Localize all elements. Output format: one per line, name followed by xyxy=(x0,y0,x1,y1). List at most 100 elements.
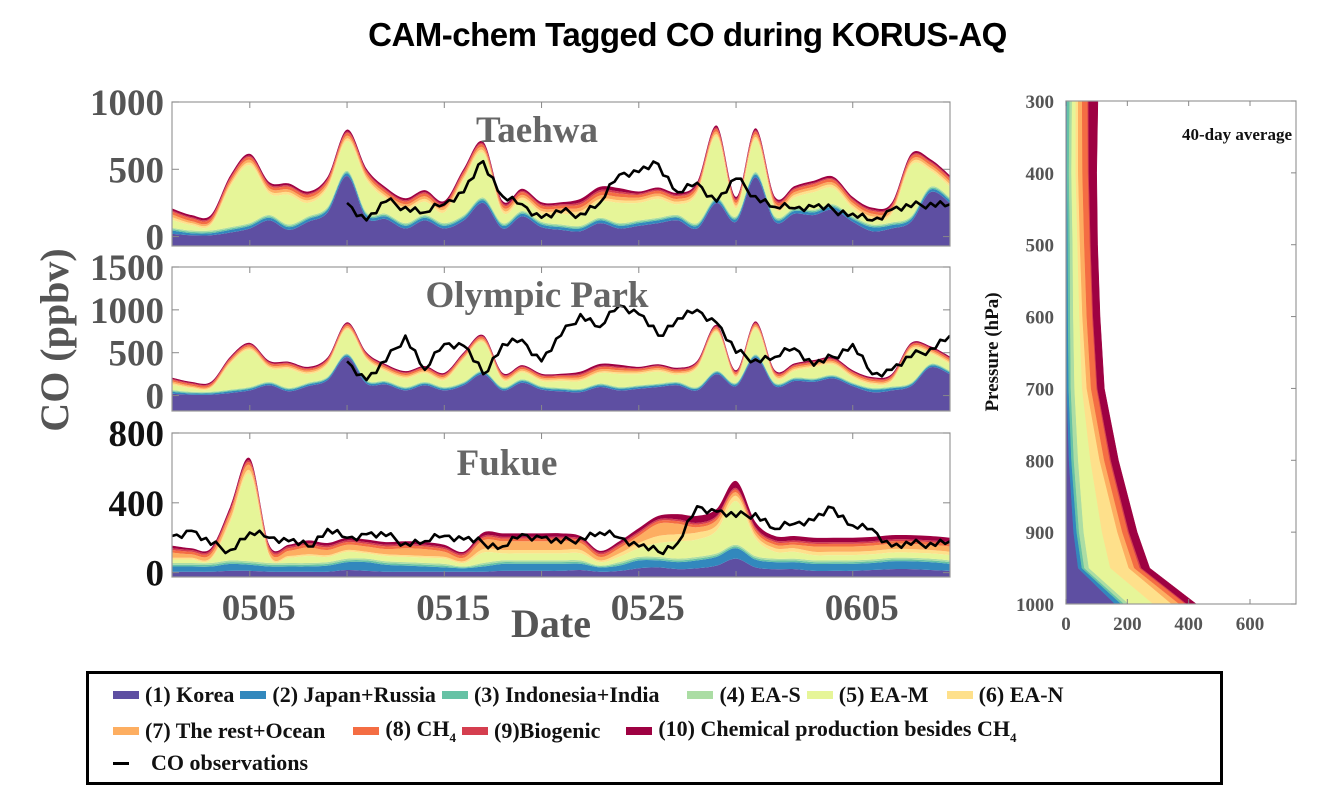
legend-row-2: (7) The rest+Ocean (8) CH4 (9)Biogenic (10)… xyxy=(113,716,1022,746)
legend-row-3: CO observations xyxy=(113,750,314,776)
stacked-areas xyxy=(172,125,950,246)
co-tick-label: 400 xyxy=(1174,614,1203,635)
taehwa-panel: 0 500 1000 Taehwa xyxy=(90,83,951,259)
area--10-chemical-production-besides-ch4 xyxy=(172,457,950,554)
y-tick-label: 400 xyxy=(109,484,165,525)
profile-axes-frame xyxy=(1065,100,1297,605)
co-tick-label: 0 xyxy=(1061,614,1071,635)
legend-label: CO observations xyxy=(151,750,309,775)
legend-item-4[interactable]: (4) EA-S xyxy=(687,682,801,708)
pressure-tick-label: 500 xyxy=(1026,236,1055,257)
legend-label: (7) The rest+Ocean xyxy=(145,718,326,743)
legend-item-2[interactable]: (2) Japan+Russia xyxy=(240,682,436,708)
legend-label: (4) EA-S xyxy=(719,682,801,707)
legend-item-9[interactable]: (9)Biogenic xyxy=(462,718,600,744)
legend-item-1[interactable]: (1) Korea xyxy=(113,682,234,708)
legend-label: (2) Japan+Russia xyxy=(272,682,436,707)
legend-label: (8) CH4 xyxy=(385,716,457,745)
station-title: Olympic Park xyxy=(425,275,648,316)
legend-label: (1) Korea xyxy=(145,682,235,707)
axes-frame xyxy=(171,432,951,578)
axes-frame xyxy=(171,101,951,247)
pressure-tick-label: 1000 xyxy=(1016,595,1054,616)
y-tick-label: 500 xyxy=(109,334,165,375)
area--1-korea xyxy=(172,175,950,246)
legend-label: (9)Biogenic xyxy=(494,718,601,743)
station-title: Fukue xyxy=(457,443,558,484)
legend-swatch xyxy=(113,691,139,699)
legend-swatch xyxy=(687,691,714,699)
y-tick-label: 0 xyxy=(146,554,165,595)
area--1-korea xyxy=(172,558,950,577)
area--1-korea xyxy=(172,356,950,411)
y-tick-label: 1500 xyxy=(90,248,164,289)
legend-swatch xyxy=(353,727,380,735)
pressure-tick-label: 600 xyxy=(1026,308,1055,329)
legend-label: (10) Chemical production besides CH4 xyxy=(658,716,1017,745)
legend-item-8[interactable]: (8) CH4 xyxy=(353,716,456,746)
station-title: Taehwa xyxy=(476,110,598,151)
area--2-japan-russia xyxy=(172,548,950,572)
area--2-japan-russia xyxy=(172,355,950,395)
y-tick-label: 0 xyxy=(146,218,165,259)
y-axis-label: CO (ppbv) xyxy=(32,248,77,431)
area--6-ea-n xyxy=(172,327,950,391)
legend-swatch xyxy=(441,691,468,699)
area--5-ea-m xyxy=(172,328,950,392)
area--6-ea-n xyxy=(172,134,950,229)
stacked-areas xyxy=(172,457,950,577)
observation-line xyxy=(346,304,950,382)
pressure-tick-label: 800 xyxy=(1026,451,1055,472)
stacked-areas xyxy=(172,304,950,411)
legend-item-7[interactable]: (7) The rest+Ocean xyxy=(113,718,325,744)
legend-item-6[interactable]: (6) EA-N xyxy=(946,682,1064,708)
figure-title: CAM-chem Tagged CO during KORUS-AQ xyxy=(368,16,1007,53)
y-tick-label: 1000 xyxy=(90,291,164,332)
x-tick-label: 0525 xyxy=(611,588,685,629)
y-tick-label: 800 xyxy=(109,414,165,455)
legend-swatch xyxy=(946,691,973,699)
area--8-ch4 xyxy=(172,462,950,559)
pressure-tick-label: 700 xyxy=(1026,379,1055,400)
legend-swatch xyxy=(626,727,653,735)
x-axis-label: Date xyxy=(511,601,591,646)
legend-line-swatch xyxy=(113,761,129,765)
co-tick-label: 600 xyxy=(1236,614,1265,635)
profile-annotation: 40-day average xyxy=(1182,125,1292,144)
pressure-tick-label: 900 xyxy=(1026,523,1055,544)
area--5-ea-m xyxy=(172,136,950,231)
area--5-ea-m xyxy=(172,473,950,567)
co-tick-label: 200 xyxy=(1113,614,1142,635)
legend-item-3[interactable]: (3) Indonesia+India xyxy=(441,682,660,708)
observation-line xyxy=(172,505,950,556)
legend-label: (6) EA-N xyxy=(978,682,1064,707)
area--7-the-rest-ocean xyxy=(172,325,950,389)
y-tick-label: 1000 xyxy=(90,83,164,124)
legend-swatch xyxy=(113,727,139,735)
pressure-axis-label: Pressure (hPa) xyxy=(982,292,1003,411)
legend-swatch xyxy=(806,691,833,699)
legend-label: (3) Indonesia+India xyxy=(473,682,660,707)
fukue-panel: 0 400 800 Fukue 0505 0515 0525 0605 xyxy=(109,414,951,629)
legend-item-10[interactable]: (10) Chemical production besides CH4 xyxy=(626,716,1016,746)
vertical-profile-panel: 300 400 500 600 700 800 900 1000 0 200 400 600 xyxy=(1016,92,1297,635)
area--2-japan-russia xyxy=(172,173,950,236)
x-tick-label: 0505 xyxy=(222,588,296,629)
legend-swatch xyxy=(462,727,489,735)
legend-item-observations[interactable]: CO observations xyxy=(113,750,308,776)
x-tick-label: 0605 xyxy=(825,588,899,629)
pressure-tick-label: 300 xyxy=(1026,92,1055,113)
legend-label: (5) EA-M xyxy=(838,682,929,707)
observation-line xyxy=(346,159,950,222)
legend: (1) Korea (2) Japan+Russia (3) Indonesia+I… xyxy=(86,671,1223,785)
legend-swatch xyxy=(240,691,267,699)
y-tick-label: 500 xyxy=(109,150,165,191)
axes-frame xyxy=(171,266,951,412)
x-tick-label: 0515 xyxy=(416,588,490,629)
y-tick-label: 0 xyxy=(146,377,165,418)
legend-item-5[interactable]: (5) EA-M xyxy=(806,682,929,708)
pressure-tick-label: 400 xyxy=(1026,164,1055,185)
legend-row-1: (1) Korea (2) Japan+Russia (3) Indonesia+I… xyxy=(113,682,1070,708)
